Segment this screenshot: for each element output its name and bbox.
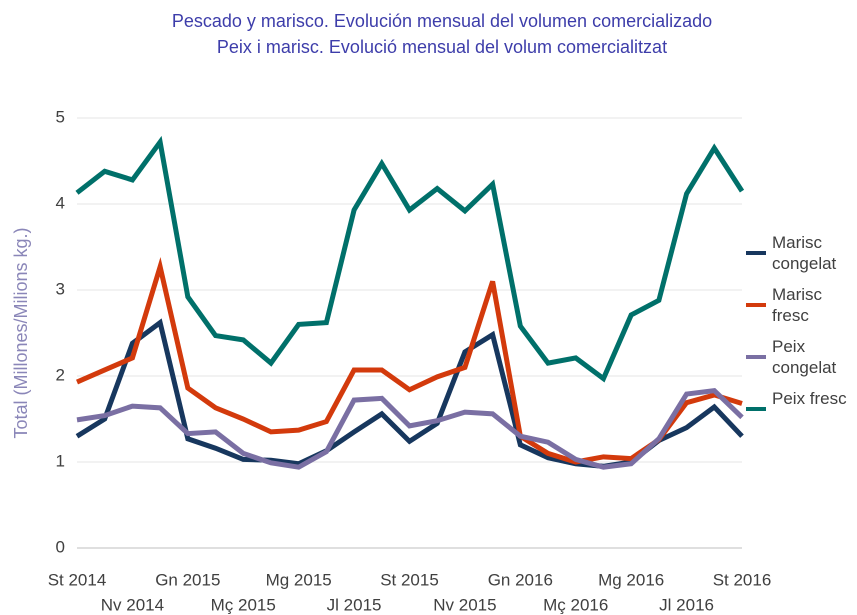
legend-item: Peix congelat xyxy=(746,336,856,388)
y-tick-label: 0 xyxy=(56,537,65,556)
legend-swatch xyxy=(746,355,766,359)
x-tick-label: Jl 2015 xyxy=(327,595,382,614)
x-tick-label: St 2014 xyxy=(48,570,107,589)
x-tick-label: Nv 2014 xyxy=(101,595,164,614)
chart-subtitle: Peix i marisc. Evolució mensual del volu… xyxy=(217,37,667,57)
series-line xyxy=(76,257,743,465)
series-line xyxy=(76,387,744,470)
chart-title: Pescado y marisco. Evolución mensual del… xyxy=(172,11,712,31)
legend: Marisc congelat Marisc fresc Peix congelat… xyxy=(746,232,856,440)
x-tick-label: Gn 2015 xyxy=(155,570,220,589)
x-tick-label: St 2015 xyxy=(380,570,439,589)
legend-item: Marisc fresc xyxy=(746,284,856,336)
legend-label: Marisc congelat xyxy=(772,233,837,273)
y-axis-label: Total (Millones/Milions kg.) xyxy=(11,227,31,438)
x-tick-label: Mç 2016 xyxy=(543,595,608,614)
y-tick-label: 5 xyxy=(56,107,65,126)
legend-label: Peix fresc xyxy=(772,389,847,408)
x-tick-label: Nv 2015 xyxy=(433,595,496,614)
x-tick-label: St 2016 xyxy=(713,570,772,589)
y-tick-label: 3 xyxy=(56,279,65,298)
legend-swatch xyxy=(746,303,766,307)
y-tick-label: 1 xyxy=(56,451,65,470)
x-tick-label: Jl 2016 xyxy=(659,595,714,614)
legend-label: Marisc fresc xyxy=(772,285,823,325)
x-tick-label: Gn 2016 xyxy=(488,570,553,589)
legend-item: Marisc congelat xyxy=(746,232,856,284)
x-tick-label: Mg 2016 xyxy=(598,570,664,589)
series-line xyxy=(75,135,745,383)
legend-swatch xyxy=(746,251,766,255)
legend-swatch xyxy=(746,407,766,411)
legend-item: Peix fresc xyxy=(746,388,856,440)
x-tick-label: Mg 2015 xyxy=(266,570,332,589)
y-tick-label: 2 xyxy=(56,365,65,384)
x-tick-label: Mç 2015 xyxy=(211,595,276,614)
legend-label: Peix congelat xyxy=(772,337,837,377)
y-tick-label: 4 xyxy=(56,193,65,212)
